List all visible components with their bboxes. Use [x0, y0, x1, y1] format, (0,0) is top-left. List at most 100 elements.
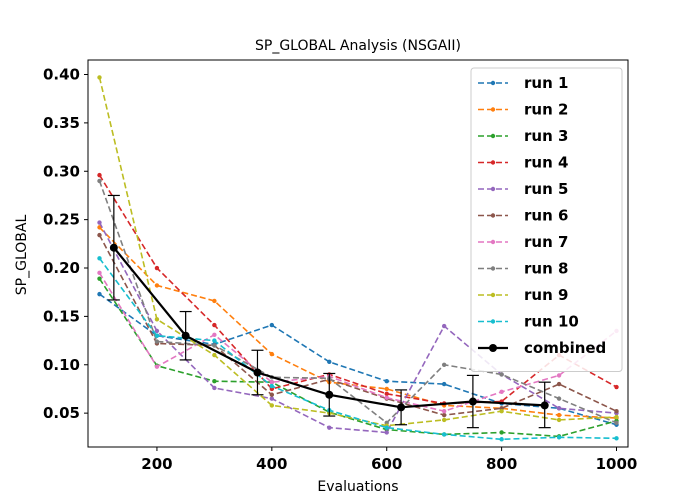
legend: run 1 run 2 run 3 run 4 run 5 run 6 run 7 run 8… [470, 67, 623, 372]
y-tick-label: 0.05 [43, 404, 80, 422]
series-line [98, 234, 617, 416]
data-point [384, 430, 389, 435]
x-axis-label: Evaluations [317, 479, 398, 495]
data-point [212, 343, 217, 348]
data-point [499, 409, 504, 414]
data-point [614, 420, 619, 426]
legend-marker [490, 160, 496, 165]
data-point [97, 75, 102, 80]
series-line [98, 257, 617, 441]
data-point [97, 270, 102, 276]
data-point [384, 425, 389, 430]
data-point [384, 391, 389, 396]
legend-label: run 6 [524, 207, 568, 225]
data-point [212, 322, 217, 328]
data-point [269, 383, 275, 389]
series-line [98, 278, 617, 438]
y-tick-label: 0.40 [43, 66, 80, 84]
chart-title: SP_GLOBAL Analysis (NSGAII) [255, 38, 461, 54]
data-point [556, 435, 562, 440]
data-point [154, 317, 160, 322]
legend-box [470, 67, 623, 372]
data-point [327, 425, 332, 430]
data-point [97, 291, 102, 297]
legend-marker [490, 292, 496, 298]
data-point [154, 364, 160, 369]
data-point [556, 396, 562, 401]
data-point [556, 417, 562, 423]
legend-marker [490, 213, 496, 218]
data-point [556, 373, 562, 378]
data-point [181, 331, 190, 340]
data-point [154, 328, 160, 334]
legend-marker [490, 186, 496, 192]
x-tick-label: 200 [141, 455, 172, 473]
data-point [614, 409, 619, 414]
data-point [397, 403, 406, 412]
data-point [154, 283, 160, 288]
legend-marker [490, 133, 496, 139]
data-point [325, 390, 334, 399]
data-point [269, 351, 275, 357]
data-point [614, 414, 619, 420]
data-point [384, 395, 389, 400]
legend-marker [489, 344, 497, 352]
legend-label: run 8 [524, 260, 568, 278]
data-point [384, 386, 389, 392]
data-point [327, 359, 332, 365]
legend-label: run 4 [524, 154, 568, 172]
data-point [614, 436, 619, 441]
data-point [614, 384, 619, 390]
data-point [97, 172, 102, 178]
data-point [97, 232, 102, 238]
data-point [97, 220, 102, 225]
series-line [98, 226, 617, 419]
legend-marker [490, 239, 496, 245]
data-point [384, 379, 389, 384]
data-point [556, 412, 562, 418]
legend-label: run 10 [524, 313, 579, 331]
legend-label: run 7 [524, 233, 568, 251]
data-point [556, 406, 562, 411]
y-tick-label: 0.20 [43, 259, 80, 277]
x-tick-label: 1000 [596, 455, 638, 473]
data-point [441, 362, 447, 367]
data-point [499, 372, 504, 377]
data-point [154, 265, 160, 271]
data-point [97, 276, 102, 281]
data-point [154, 339, 160, 344]
data-point [212, 298, 217, 304]
data-point [441, 323, 447, 329]
legend-marker [490, 266, 496, 271]
data-point [441, 417, 447, 423]
data-point [109, 243, 118, 252]
legend-marker [490, 80, 496, 86]
data-point [212, 379, 217, 384]
series-10 [107, 194, 551, 429]
data-point [499, 389, 504, 395]
data-point [212, 385, 217, 391]
legend-label: run 2 [524, 101, 568, 119]
data-point [269, 396, 275, 401]
x-tick-label: 800 [486, 455, 517, 473]
y-tick-label: 0.35 [43, 114, 80, 132]
legend-label: combined [524, 339, 606, 357]
legend-label: run 9 [524, 286, 568, 304]
y-tick-label: 0.10 [43, 356, 80, 374]
series-line [98, 272, 617, 413]
x-tick-label: 400 [256, 455, 287, 473]
data-point [468, 397, 477, 406]
plot-area [97, 75, 619, 442]
series-line [98, 174, 617, 405]
data-point [499, 430, 504, 435]
legend-label: run 1 [524, 74, 568, 92]
plot-frame [87, 59, 629, 448]
data-point [441, 432, 447, 437]
x-tick-label: 600 [371, 455, 402, 473]
data-point [499, 437, 504, 442]
data-point [556, 381, 562, 387]
data-point [212, 332, 217, 337]
data-point [212, 338, 217, 343]
y-tick-label: 0.30 [43, 162, 80, 180]
legend-label: run 3 [524, 127, 568, 145]
